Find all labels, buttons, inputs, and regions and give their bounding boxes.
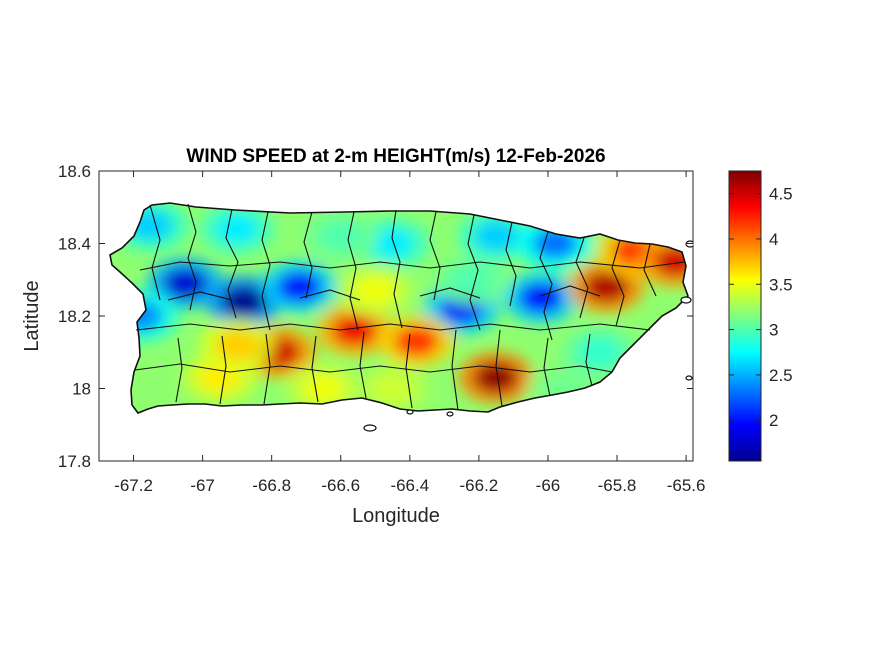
x-tick-label: -66	[536, 476, 561, 495]
field-core	[318, 221, 363, 252]
islet	[363, 424, 377, 432]
x-tick-label: -66.4	[390, 476, 429, 495]
y-tick-label: 18.6	[58, 162, 91, 181]
municipality-boundary	[135, 323, 651, 331]
municipality-boundaries	[134, 203, 685, 411]
field-core	[394, 326, 439, 357]
field-core	[370, 373, 415, 404]
islet	[685, 375, 693, 381]
municipality-boundary	[575, 237, 589, 319]
municipality-boundary	[405, 333, 413, 409]
municipality-boundary	[505, 221, 517, 307]
municipality-boundary	[359, 331, 367, 399]
chart-title: WIND SPEED at 2-m HEIGHT(m/s) 12-Feb-202…	[186, 146, 605, 167]
islet	[406, 409, 414, 415]
y-tick-label: 18	[72, 380, 91, 399]
colorbar-ticks: 2 2.5 3 3.5 4 4.5	[729, 185, 793, 430]
municipality-boundary	[261, 211, 271, 331]
y-tick-label: 18.4	[58, 235, 91, 254]
field-core	[584, 272, 629, 302]
offshore-islets	[363, 240, 693, 432]
x-tick-label: -66.6	[321, 476, 360, 495]
x-axis-label: Longitude	[352, 505, 440, 527]
field-core	[215, 214, 260, 244]
municipality-boundary	[419, 287, 481, 299]
colorbar-tick-label: 4.5	[769, 185, 793, 204]
municipality-boundary	[311, 335, 319, 403]
field-core	[370, 228, 415, 259]
municipality-boundary	[219, 335, 227, 405]
municipality-boundary	[175, 337, 183, 403]
municipality-boundary	[467, 214, 481, 331]
field-core	[353, 275, 398, 306]
municipality-boundary	[263, 333, 271, 405]
field-core	[277, 272, 322, 302]
municipality-boundary	[347, 211, 359, 331]
islet	[680, 296, 692, 304]
field-core	[163, 268, 208, 299]
municipality-boundary	[149, 204, 161, 301]
field-core	[519, 282, 564, 313]
municipality-boundary	[167, 291, 233, 301]
islet	[446, 411, 454, 417]
y-axis: 17.8 18 18.2 18.4 18.6	[58, 162, 693, 471]
field-core	[474, 362, 519, 393]
colorbar-tick-label: 3	[769, 321, 778, 340]
municipality-boundary	[451, 329, 459, 411]
colorbar-tick-label: 4	[769, 230, 778, 249]
municipality-boundary	[611, 239, 625, 327]
field-core	[449, 264, 494, 295]
y-tick-label: 17.8	[58, 452, 91, 471]
municipality-boundary	[299, 289, 361, 301]
municipality-boundary	[643, 243, 657, 297]
municipality-boundary	[139, 261, 685, 271]
field-core	[215, 330, 260, 360]
municipality-boundary	[134, 363, 613, 373]
x-axis: -67.2 -67 -66.8 -66.6 -66.4 -66.2 -66 -65.8 -65.…	[114, 171, 705, 495]
x-tick-label: -67.2	[114, 476, 153, 495]
municipality-boundary	[585, 333, 593, 387]
x-tick-label: -65.6	[667, 476, 706, 495]
municipality-boundary	[187, 203, 197, 311]
coastline	[109, 202, 689, 414]
x-tick-label: -65.8	[598, 476, 637, 495]
colorbar-tick-label: 2	[769, 411, 778, 430]
colorbar-tick-label: 3.5	[769, 275, 793, 294]
colorbar	[728, 170, 762, 462]
municipality-boundary	[539, 231, 553, 341]
x-tick-label: -67	[190, 476, 215, 495]
field-core	[301, 373, 346, 404]
x-tick-label: -66.8	[252, 476, 291, 495]
municipality-boundary	[495, 329, 503, 407]
wind-speed-field	[110, 203, 688, 413]
field-core	[332, 315, 377, 346]
municipality-boundary	[543, 337, 551, 397]
colorbar-tick-label: 2.5	[769, 366, 793, 385]
municipality-boundary	[303, 211, 313, 299]
y-axis-label: Latitude	[21, 280, 43, 351]
municipality-boundary	[391, 209, 403, 329]
field-core	[577, 337, 622, 368]
x-tick-label: -66.2	[460, 476, 499, 495]
municipality-boundary	[539, 285, 601, 297]
municipality-boundary	[429, 211, 441, 301]
y-tick-label: 18.2	[58, 307, 91, 326]
